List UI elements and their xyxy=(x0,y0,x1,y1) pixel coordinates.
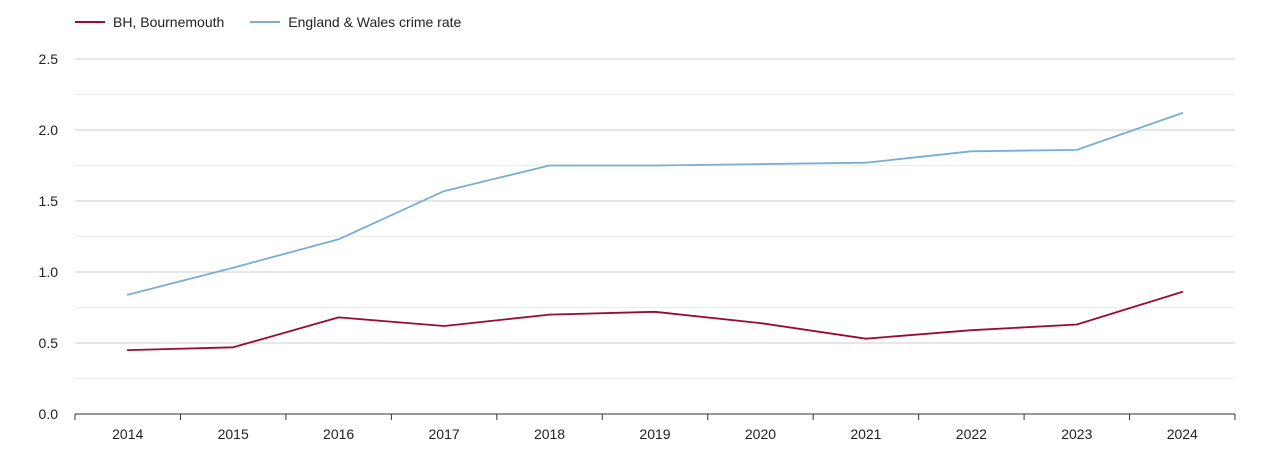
legend-item-bournemouth[interactable]: BH, Bournemouth xyxy=(75,14,224,30)
legend-swatch-bournemouth xyxy=(75,21,105,23)
legend-label-england-wales: England & Wales crime rate xyxy=(288,14,462,30)
x-tick-label: 2019 xyxy=(639,426,670,442)
legend-label-bournemouth: BH, Bournemouth xyxy=(113,14,225,30)
x-tick-label: 2023 xyxy=(1061,426,1092,442)
legend-swatch-england-wales xyxy=(250,21,281,23)
x-tick-label: 2015 xyxy=(218,426,249,442)
x-tick-label: 2016 xyxy=(323,426,354,442)
series-line-1[interactable] xyxy=(126,112,1184,296)
y-tick-label: 2.5 xyxy=(39,51,59,67)
series-lines xyxy=(126,112,1184,352)
x-tick-label: 2020 xyxy=(745,426,776,442)
x-tick-label: 2024 xyxy=(1167,426,1198,442)
grid-lines xyxy=(75,58,1235,379)
x-tick-label: 2022 xyxy=(956,426,987,442)
y-axis-tick-labels: 0.0 0.5 1.0 1.5 2.0 2.5 xyxy=(39,51,59,422)
y-tick-label: 1.0 xyxy=(39,264,59,280)
x-tick-label: 2021 xyxy=(850,426,881,442)
x-axis-tick-labels: 2014 2015 2016 2017 2018 2019 2020 2021 2022 2023… xyxy=(112,426,1198,442)
legend: BH, Bournemouth England & Wales crime ra… xyxy=(75,14,487,30)
x-tick-label: 2018 xyxy=(534,426,565,442)
series-line-0[interactable] xyxy=(126,290,1184,352)
legend-item-england-wales[interactable]: England & Wales crime rate xyxy=(250,14,461,30)
y-tick-label: 1.5 xyxy=(39,193,59,209)
x-tick-label: 2014 xyxy=(112,426,143,442)
y-tick-label: 0.5 xyxy=(39,335,59,351)
x-axis xyxy=(74,413,1236,420)
y-tick-label: 0.0 xyxy=(39,406,59,422)
y-tick-label: 2.0 xyxy=(39,122,59,138)
x-tick-label: 2017 xyxy=(429,426,460,442)
